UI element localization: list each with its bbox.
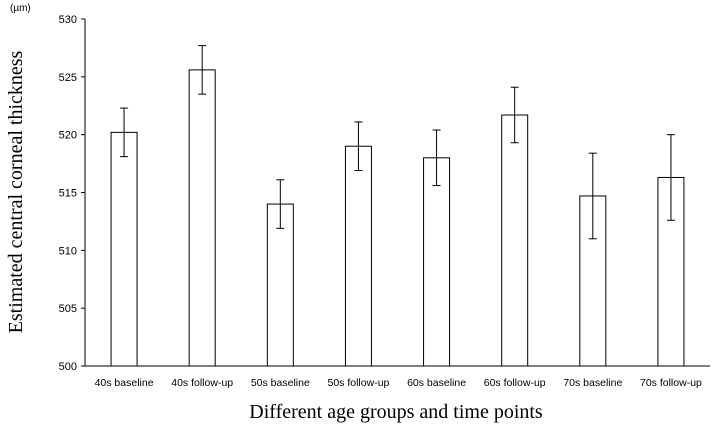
x-tick-label: 70s baseline: [563, 377, 622, 389]
x-tick-label: 70s follow-up: [640, 377, 702, 389]
error-bar: [354, 121, 363, 172]
x-tick-label: 50s baseline: [251, 377, 310, 389]
x-tick-label: 60s follow-up: [484, 377, 546, 389]
y-tick-label: 520: [59, 130, 77, 142]
y-tick-label: 530: [59, 14, 77, 26]
error-bar: [120, 107, 129, 158]
bar: [188, 69, 216, 367]
y-tick-label: 525: [59, 72, 77, 84]
error-bar: [198, 45, 207, 95]
y-tick-label: 515: [59, 188, 77, 200]
bars: [110, 69, 685, 367]
y-axis-ticks: 500 505 510 515 520 525 530: [59, 14, 85, 373]
error-bar: [510, 86, 519, 144]
axes: [84, 19, 710, 367]
x-tick-label: 60s baseline: [407, 377, 466, 389]
bar: [110, 131, 138, 367]
y-tick-label: 510: [59, 245, 77, 257]
x-tick-label: 40s baseline: [95, 377, 154, 389]
y-axis-title: Estimated central corneal thickness: [5, 50, 27, 333]
y-tick-label: 500: [59, 361, 77, 373]
error-bar: [276, 179, 285, 229]
error-bar: [588, 152, 597, 240]
error-bar: [432, 129, 441, 187]
x-tick-label: 50s follow-up: [328, 377, 390, 389]
x-tick-label: 40s follow-up: [171, 377, 233, 389]
bar: [423, 157, 451, 367]
unit-label: (µm): [10, 3, 31, 14]
x-axis-title: Different age groups and time points: [249, 401, 543, 423]
x-axis-ticks: 40s baseline 40s follow-up 50s baseline 50s…: [95, 377, 702, 389]
bar: [501, 114, 529, 367]
y-tick-label: 505: [59, 303, 77, 315]
error-bars: [120, 45, 675, 240]
bar: [344, 145, 372, 367]
error-bar: [666, 134, 675, 221]
